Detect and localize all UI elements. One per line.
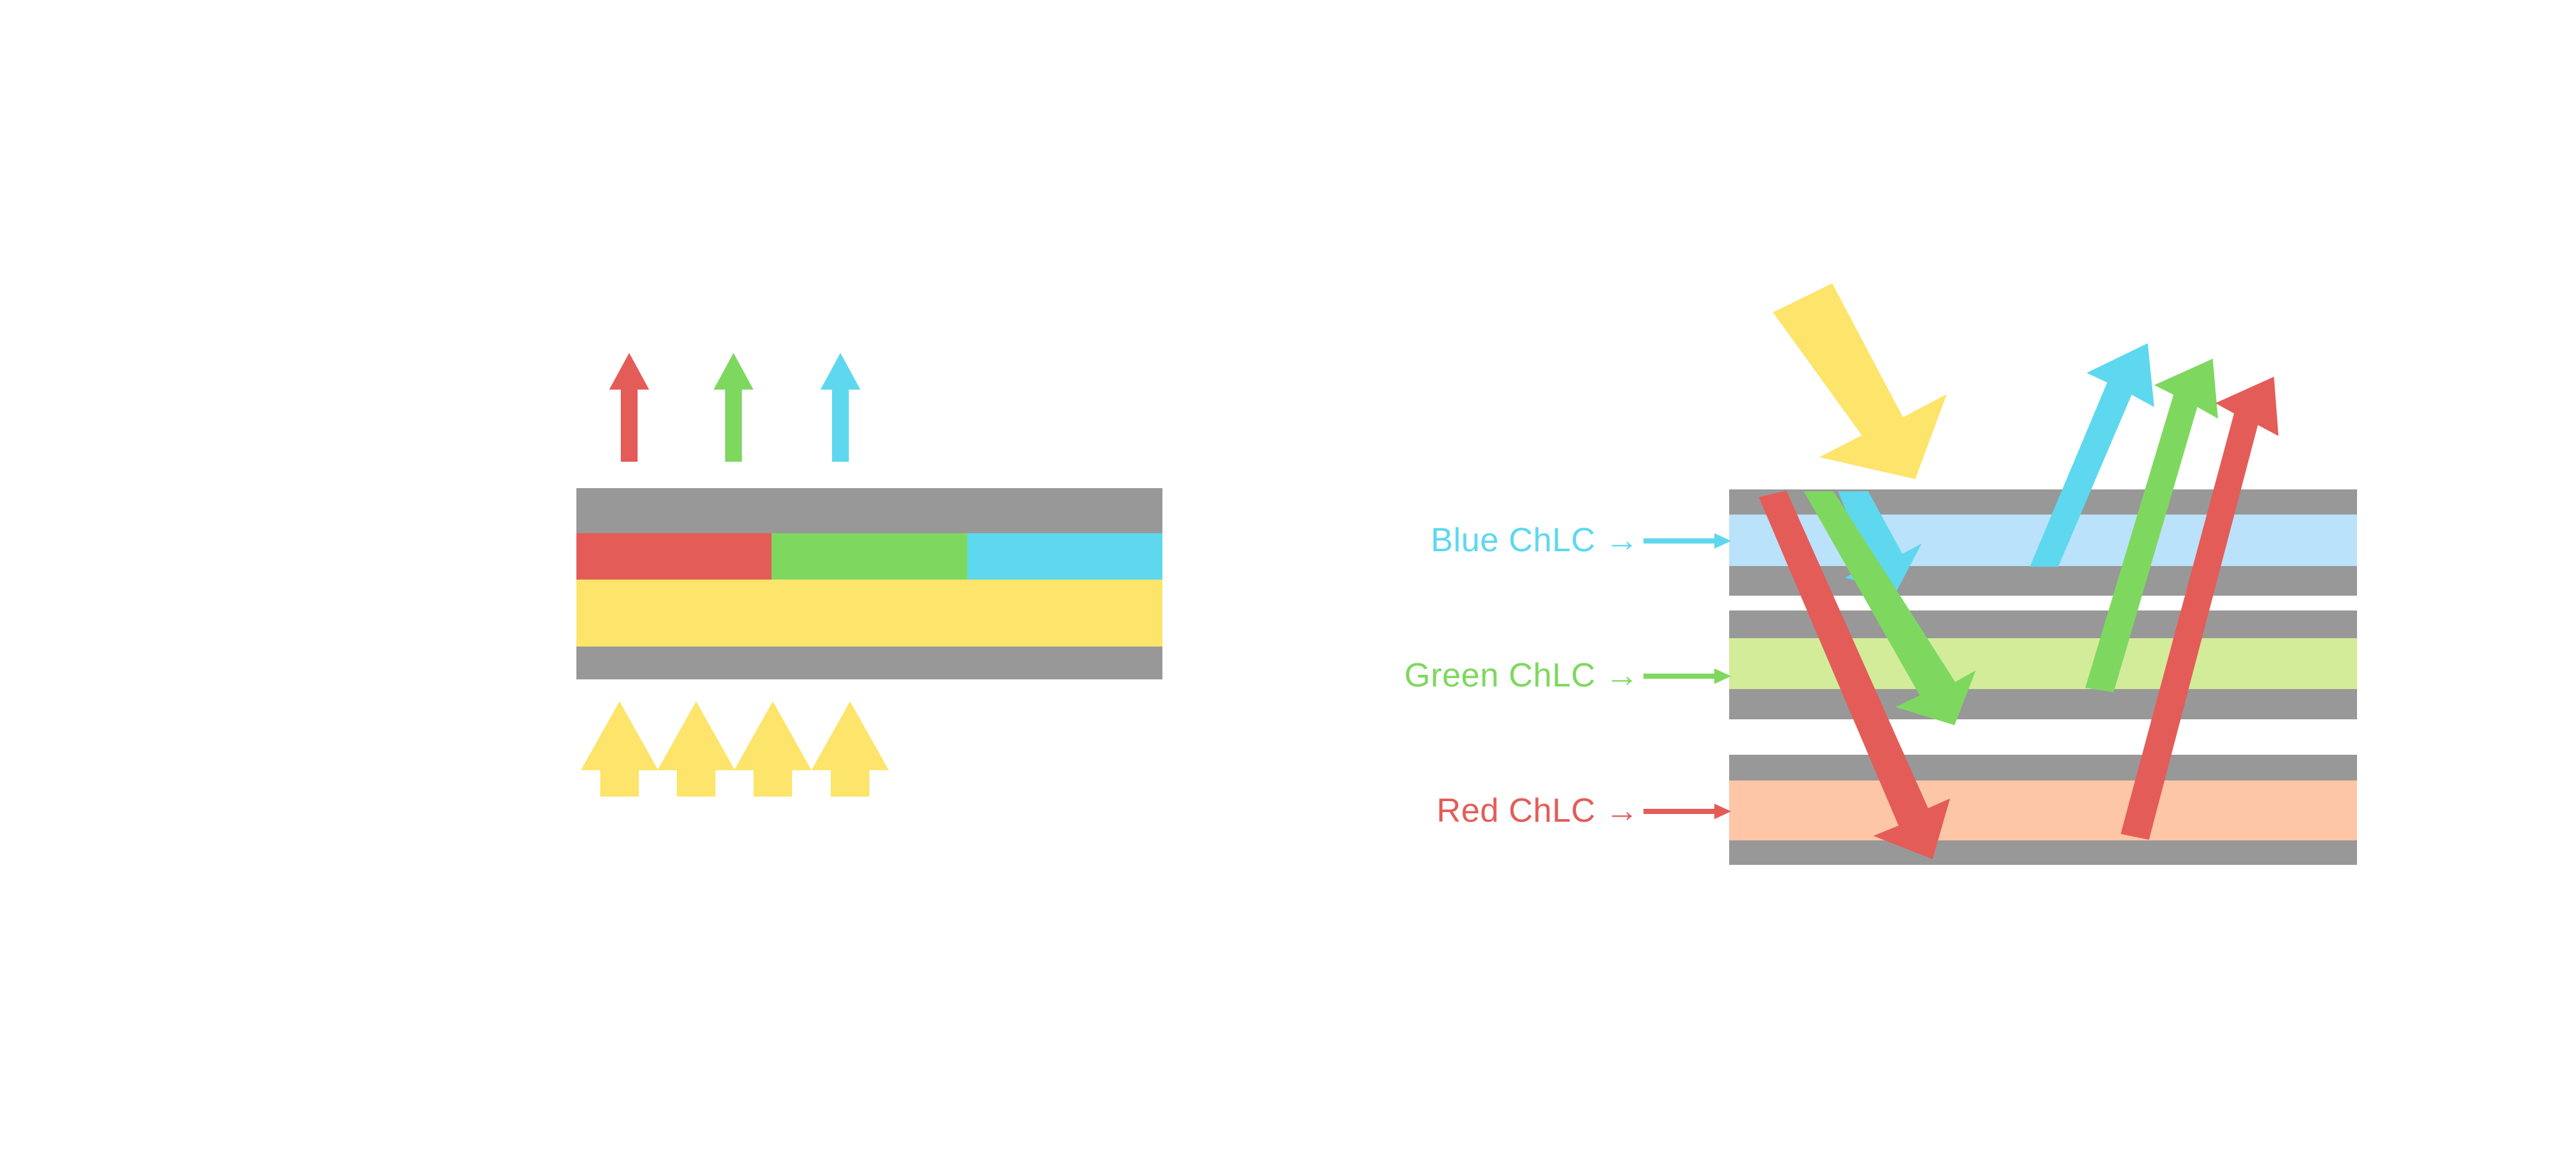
- left-layer-backlight: [576, 580, 1162, 647]
- right-label-arrow-blue: [1643, 533, 1731, 549]
- left-backlight-arrow-2: [658, 701, 735, 797]
- left-layer-filter-green: [772, 533, 967, 580]
- left-backlight-arrow-4: [811, 701, 889, 797]
- right-label-arrow-red: [1643, 804, 1731, 819]
- left-output-arrow-green: [714, 353, 753, 462]
- right-layer-electrode-5: [1729, 755, 2357, 780]
- right-incoming-ray-blue: [1838, 491, 1922, 591]
- right-incident-arrow-yellow: [1773, 283, 1947, 479]
- right-label-arrow-green: [1643, 668, 1731, 684]
- right-layer-electrode-2: [1729, 566, 2357, 596]
- right-incoming-ray-green: [1804, 491, 1976, 725]
- right-layer-electrode-4: [1729, 689, 2357, 719]
- label-green-chlc: Green ChLC →: [1405, 657, 1639, 694]
- right-panel-group: Blue ChLC → Green ChLC → Red ChLC →: [1405, 283, 2357, 865]
- right-incoming-ray-red: [1759, 491, 1950, 859]
- right-outgoing-ray-red: [2121, 377, 2278, 840]
- label-blue-chlc: Blue ChLC →: [1431, 522, 1639, 559]
- right-layer-red-chlc: [1729, 780, 2357, 840]
- left-panel-group: [576, 353, 1162, 797]
- right-outgoing-ray-blue: [2030, 343, 2154, 567]
- right-layer-electrode-6: [1729, 840, 2357, 865]
- left-output-arrow-red: [609, 353, 649, 462]
- left-layer-filter-blue: [967, 533, 1162, 580]
- label-red-chlc: Red ChLC →: [1437, 792, 1639, 829]
- left-layer-filter-red: [576, 533, 772, 580]
- right-outgoing-ray-green: [2085, 359, 2218, 692]
- left-layer-bottom-electrode: [576, 647, 1162, 679]
- left-layer-top-electrode: [576, 488, 1162, 533]
- left-output-arrow-cyan: [820, 353, 860, 462]
- left-backlight-arrow-3: [734, 701, 811, 797]
- left-backlight-arrow-1: [581, 701, 658, 797]
